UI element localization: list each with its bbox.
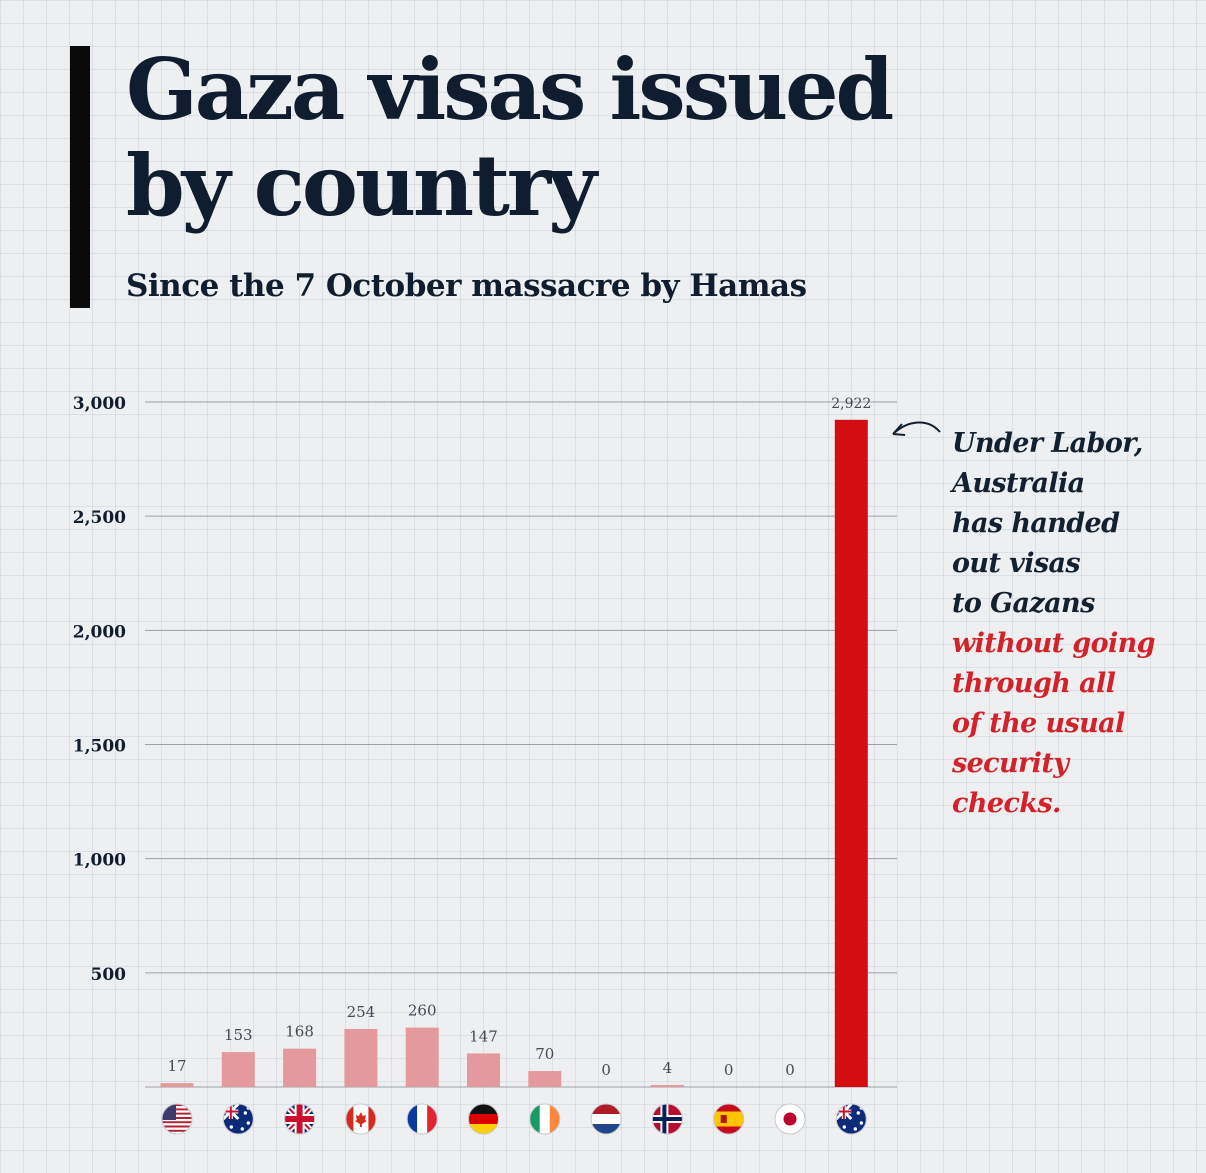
value-label: 260: [408, 1002, 437, 1020]
title-line-2: by country: [126, 136, 597, 235]
netherlands-flag-icon: [590, 1103, 622, 1135]
annotation-highlight-line: without going: [952, 628, 1156, 659]
annotation-arrow: [892, 421, 941, 435]
bar: [160, 1083, 194, 1087]
value-label: 153: [224, 1026, 253, 1044]
value-label: 254: [347, 1003, 376, 1021]
value-label: 2,922: [831, 396, 871, 412]
value-label: 147: [469, 1027, 498, 1045]
bar: [834, 419, 868, 1087]
value-label: 70: [535, 1045, 554, 1063]
value-label: 4: [663, 1059, 673, 1077]
y-tick-label: 1,000: [73, 851, 126, 871]
value-label: 17: [167, 1057, 186, 1075]
annotation-highlight-line: security: [952, 748, 1069, 779]
annotation-line: out visas: [952, 548, 1081, 579]
y-tick-label: 2,500: [73, 508, 126, 528]
y-tick-label: 1,500: [73, 737, 126, 757]
bar: [650, 1085, 684, 1087]
chart-subtitle: Since the 7 October massacre by Hamas: [126, 268, 807, 304]
value-label: 168: [285, 1023, 314, 1041]
y-tick-label: 2,000: [73, 622, 126, 642]
norway-flag-icon: [651, 1103, 683, 1135]
canada-flag-icon: [345, 1103, 377, 1135]
ireland-flag-icon: [529, 1103, 561, 1135]
bar: [467, 1053, 500, 1087]
y-tick-label: 3,000: [73, 394, 126, 414]
annotation-callout: Under Labor, Australia has handed out vi…: [952, 424, 1202, 824]
us-flag-icon: [161, 1103, 193, 1135]
annotation-arrowhead: [892, 423, 906, 436]
annotation-line: Under Labor,: [952, 428, 1143, 459]
y-tick-label: 500: [91, 965, 127, 985]
annotation-line: to Gazans: [952, 588, 1095, 619]
annotation-line: Australia: [952, 468, 1085, 499]
title-line-1: Gaza visas issued: [126, 40, 894, 139]
uk-flag-icon: [284, 1103, 316, 1135]
bar: [528, 1071, 562, 1087]
bar: [283, 1048, 317, 1087]
title-accent-bar: [70, 46, 90, 308]
australia-flag-icon: [835, 1103, 867, 1135]
france-flag-icon: [406, 1103, 438, 1135]
value-label: 0: [724, 1061, 734, 1079]
bar: [221, 1052, 255, 1087]
chart-title: Gaza visas issued by country: [126, 40, 894, 235]
australia-flag-icon: [222, 1103, 254, 1135]
bar: [405, 1027, 439, 1087]
value-label: 0: [601, 1061, 611, 1079]
bar: [344, 1029, 378, 1087]
annotation-highlight-line: through all: [952, 668, 1116, 699]
annotation-line: has handed: [952, 508, 1120, 539]
value-label: 0: [785, 1061, 795, 1079]
annotation-highlight-line: checks.: [952, 788, 1061, 819]
germany-flag-icon: [468, 1103, 499, 1135]
japan-flag-icon: [774, 1103, 806, 1135]
spain-flag-icon: [713, 1103, 745, 1135]
annotation-highlight-line: of the usual: [952, 708, 1125, 739]
